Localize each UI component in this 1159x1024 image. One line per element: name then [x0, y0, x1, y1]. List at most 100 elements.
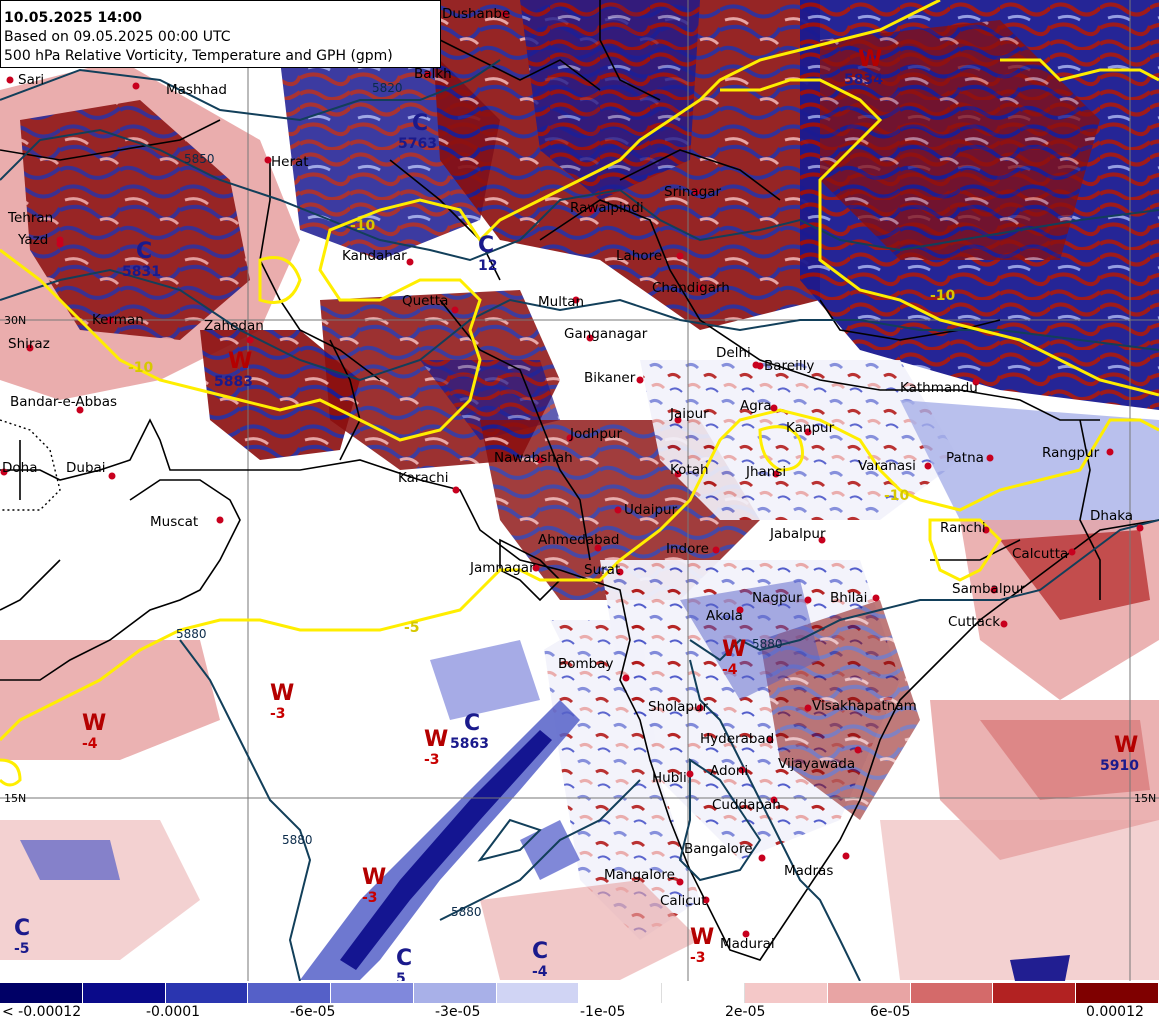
- city-dot: [818, 536, 826, 544]
- city-label: Ranchi: [940, 520, 986, 536]
- city-rawalpindi: Rawalpindi: [570, 200, 644, 216]
- city-label: Nagpur: [752, 590, 802, 606]
- system-letter: W: [424, 727, 448, 752]
- city-label: Herat: [271, 154, 309, 170]
- system-value: 12: [478, 258, 497, 274]
- colorbar-swatch-3: [248, 983, 332, 1003]
- pressure-system-warm: W-4: [82, 711, 106, 752]
- gph-label-5880-east: 5880: [752, 637, 783, 651]
- system-letter: C: [412, 111, 428, 136]
- city-dot: [1136, 524, 1144, 532]
- city-dot: [6, 76, 14, 84]
- city-label: Kerman: [92, 312, 144, 328]
- city-akola: Akola: [706, 606, 744, 624]
- city-dot: [501, 10, 509, 18]
- city-label: Hubli: [652, 770, 687, 786]
- city-bareilly: Bareilly: [756, 358, 814, 374]
- city-dot: [924, 462, 932, 470]
- city-dot: [572, 296, 580, 304]
- city-ranchi: Ranchi: [940, 520, 990, 536]
- city-cuddapah: Cuddapah: [712, 796, 781, 813]
- coastlines-borders: [0, 0, 1159, 961]
- city-dot: [0, 468, 8, 476]
- colorbar-swatch-4: [331, 983, 414, 1003]
- city-label: Multan: [538, 294, 584, 310]
- city-dot: [696, 704, 704, 712]
- city-label: Kathmandu: [900, 380, 978, 396]
- city-dot: [712, 546, 720, 554]
- colorbar-swatch-11: [910, 983, 994, 1003]
- city-label: Mashhad: [166, 82, 227, 98]
- city-dot: [692, 188, 700, 196]
- city-dot: [26, 344, 34, 352]
- city-dot: [424, 70, 432, 78]
- model-run: Based on 09.05.2025 00:00 UTC: [4, 29, 231, 45]
- city-dubai: Dubai: [66, 460, 116, 480]
- colorbar-swatches: [0, 983, 1159, 1003]
- colorbar-swatch-9: [745, 983, 828, 1003]
- city-label: Doha: [2, 460, 37, 476]
- vorticity-map: 5820 5850 5880 5880 5880 5880 -10 -5 -10…: [0, 0, 1159, 981]
- city-vijayawada: Vijayawada: [778, 746, 862, 772]
- city-doha: Doha: [0, 460, 37, 476]
- city-dot: [532, 564, 540, 572]
- city-agra: Agra: [740, 398, 778, 414]
- city-dot: [972, 378, 980, 386]
- system-letter: W: [270, 681, 294, 706]
- colorbar-label-5: 2e-05: [725, 1004, 766, 1020]
- city-dot: [566, 434, 574, 442]
- city-quetta: Quetta: [402, 293, 459, 314]
- system-letter: C: [14, 916, 30, 941]
- city-jaipur: Jaipur: [669, 406, 709, 424]
- city-dot: [842, 852, 850, 860]
- colorbar-swatch-7: [579, 983, 663, 1003]
- city-label: Rangpur: [1042, 445, 1100, 461]
- city-label: Jhansi: [745, 464, 786, 480]
- gph-contours: [0, 59, 1159, 981]
- system-letter: W: [722, 637, 746, 662]
- system-letter: C: [136, 239, 152, 264]
- colorbar-label-3: -3e-05: [435, 1004, 481, 1020]
- temp-label-india: -10: [884, 488, 910, 504]
- city-label: Varanasi: [858, 458, 916, 474]
- city-indore: Indore: [666, 541, 720, 557]
- city-label: Bangalore: [684, 841, 753, 857]
- system-value: 5834: [844, 72, 883, 88]
- city-kotah: Kotah: [670, 462, 709, 478]
- system-value: -4: [532, 964, 548, 980]
- city-lahore: Lahore: [616, 248, 684, 264]
- city-kanpur: Kanpur: [786, 420, 835, 436]
- city-label: Agra: [740, 398, 772, 414]
- city-dot: [622, 674, 630, 682]
- city-label: Dushanbe: [442, 6, 510, 22]
- city-label: Sholapur: [648, 699, 709, 715]
- city-label: Ahmedabad: [538, 532, 620, 548]
- city-nawabshah: Nawabshah: [494, 450, 573, 466]
- city-karachi: Karachi: [398, 470, 460, 494]
- city-adoni: Adoni: [710, 763, 748, 779]
- city-label: Hyderabad: [700, 731, 774, 747]
- city-label: Nawabshah: [494, 450, 573, 466]
- city-label: Muscat: [150, 514, 198, 530]
- system-value: -5: [14, 941, 30, 957]
- city-kathmandu: Kathmandu: [900, 378, 980, 396]
- city-label: Jaipur: [669, 406, 709, 422]
- city-madras: Madras: [784, 852, 850, 879]
- city-jabalpur: Jabalpur: [769, 526, 826, 544]
- system-letter: W: [858, 47, 882, 72]
- city-dot: [451, 306, 459, 314]
- city-sambalpur: Sambalpur: [952, 581, 1026, 597]
- city-label: Rawalpindi: [570, 200, 644, 216]
- city-kerman: Kerman: [92, 312, 144, 328]
- city-dot: [452, 486, 460, 494]
- city-jhansi: Jhansi: [745, 464, 786, 480]
- system-value: -3: [424, 752, 440, 768]
- city-dot: [676, 252, 684, 260]
- product-name: 500 hPa Relative Vorticity, Temperature …: [4, 48, 393, 64]
- colorbar-label-7: 0.00012: [1086, 1004, 1144, 1020]
- colorbar-swatch-0: [0, 983, 83, 1003]
- lat-label-30n: 30N: [4, 314, 26, 327]
